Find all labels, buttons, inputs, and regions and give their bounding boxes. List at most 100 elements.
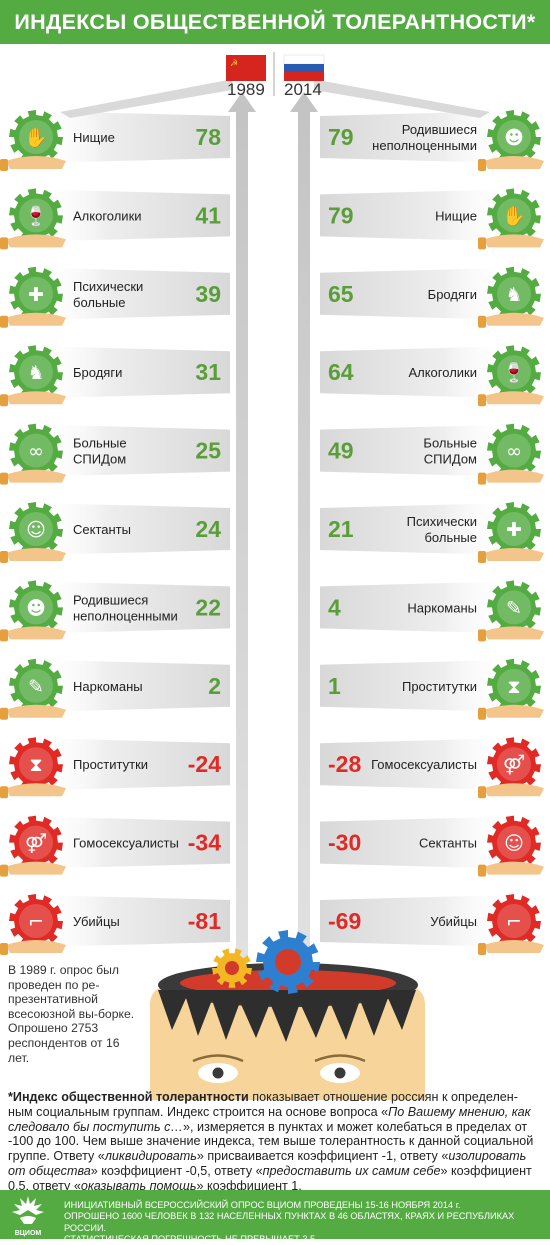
row-label: Родившиеся неполноценными [372,122,477,153]
svg-text:☻: ☻ [504,127,524,149]
svg-text:ВЦИОМ: ВЦИОМ [15,1230,42,1237]
row-band [320,581,510,634]
row-label: Психически больные [73,279,143,310]
footer-line-1: ИНИЦИАТИВНЫЙ ВСЕРОССИЙСКИЙ ОПРОС ВЦИОМ П… [64,1200,461,1210]
svg-text:∞: ∞ [28,441,44,463]
row-band [320,267,510,320]
row-label: Гомосексуалисты [73,836,179,851]
row-band [320,816,510,869]
beggar-icon: ✋ [478,188,544,250]
row-value: -30 [328,830,361,856]
page-title: ИНДЕКСЫ ОБЩЕСТВЕННОЙ ТОЛЕРАНТНОСТИ* [0,0,550,44]
svg-text:♞: ♞ [505,284,522,306]
dog-icon: ♞ [0,345,66,407]
row-2014-5: ∞ Больные СПИДом 49 [328,423,544,485]
svg-text:☻: ☻ [26,597,46,619]
row-value: 39 [195,281,221,307]
row-band [40,424,230,477]
svg-text:⚤: ⚤ [25,833,47,855]
index-definition-note: *Индекс общественной толерантности показ… [8,1090,534,1193]
svg-text:⧗: ⧗ [29,754,42,776]
row-band [40,503,230,555]
svg-text:✋: ✋ [24,126,48,149]
baby-icon: ☻ [0,580,66,642]
row-band [320,738,510,791]
row-value: -28 [328,751,361,777]
nurse-icon: ✚ [0,266,66,328]
ribbon-icon: ∞ [0,423,66,485]
svg-text:☺: ☺ [26,519,46,541]
row-band [320,189,510,242]
row-band [40,738,230,791]
baby-icon: ☻ [478,110,544,171]
row-label: Проститутки [402,679,477,694]
row-value: 79 [328,202,354,228]
row-label: Алкоголики [73,208,142,223]
row-band [320,659,510,712]
row-1989-9: ⧗ Проститутки -24 [0,737,221,799]
row-value: -69 [328,908,361,934]
svg-text:⌐: ⌐ [506,911,522,933]
row-value: 24 [195,516,221,542]
row-label: Наркоманы [73,679,143,694]
svg-text:⚤: ⚤ [503,754,525,776]
svg-text:✎: ✎ [28,676,44,698]
row-band [40,189,230,242]
row-1989-8: ✎ Наркоманы 2 [0,658,221,720]
gun-icon: ⌐ [0,894,66,955]
row-1989-4: ♞ Бродяги 31 [0,345,221,407]
row-2014-9: ⚤ Гомосексуалисты -28 [328,737,544,799]
svg-text:🍷: 🍷 [502,361,526,384]
row-value: -81 [188,908,221,934]
row-band [320,424,510,477]
row-value: 79 [328,124,354,150]
gear-small-icon [212,948,252,988]
row-value: 2 [208,673,221,699]
row-2014-8: ⧗ Проститутки 1 [328,658,544,720]
row-label: Нищие [73,130,115,145]
meditation-icon: ☺ [0,502,66,563]
svg-text:✋: ✋ [502,204,526,227]
row-label: Проститутки [73,757,148,772]
svg-text:∞: ∞ [506,441,522,463]
russia-flag-icon [283,54,325,81]
beggar-icon: ✋ [0,110,66,171]
row-1989-6: ☺ Сектанты 24 [0,502,221,563]
row-value: 21 [328,516,354,542]
ussr-flag-icon: ☭ [226,55,266,81]
row-label: Алкоголики [408,365,477,380]
row-value: 4 [328,594,341,620]
meditation-icon: ☺ [478,815,544,877]
sample-note-1989: В 1989 г. опрос был проведен по ре-презе… [8,963,135,1065]
svg-text:☺: ☺ [504,833,524,855]
tolerance-chart: ☭ ✋ Нищие 78🍷 Алкоголики 41✚ Психически больны… [0,52,544,1100]
row-label: Нищие [435,208,477,223]
footer-line-3: СТАТИСТИЧЕСКАЯ ПОГРЕШНОСТЬ НЕ ПРЕВЫШАЕТ … [64,1233,318,1244]
row-1989-10: ⚤ Гомосексуалисты -34 [0,815,221,877]
row-band [40,895,230,947]
row-value: 65 [328,281,354,307]
row-1989-11: ⌐ Убийцы -81 [0,894,221,955]
alcohol-icon: 🍷 [478,345,544,407]
row-label: Убийцы [430,914,477,929]
row-band [40,111,230,163]
row-2014-1: ☻ Родившиеся неполноценными 79 [328,110,544,171]
row-value: 31 [195,359,221,385]
row-band [40,816,230,869]
arrow-left [228,92,256,980]
row-label: Больные СПИДом [423,436,477,467]
row-value: 41 [195,202,221,228]
funnel-left [60,80,232,118]
row-band [40,659,230,712]
nurse-icon: ✚ [478,502,544,563]
row-2014-3: ♞ Бродяги 65 [328,266,544,328]
row-value: 1 [328,673,341,699]
row-value: 22 [195,594,221,620]
syringe-icon: ✎ [478,580,544,642]
row-value: -24 [188,751,221,777]
row-2014-4: 🍷 Алкоголики 64 [328,345,544,407]
row-1989-2: 🍷 Алкоголики 41 [0,188,221,250]
funnel-right [314,80,490,118]
row-2014-6: ✚ Психически больные 21 [328,502,544,563]
row-label: Психически больные [407,514,477,545]
